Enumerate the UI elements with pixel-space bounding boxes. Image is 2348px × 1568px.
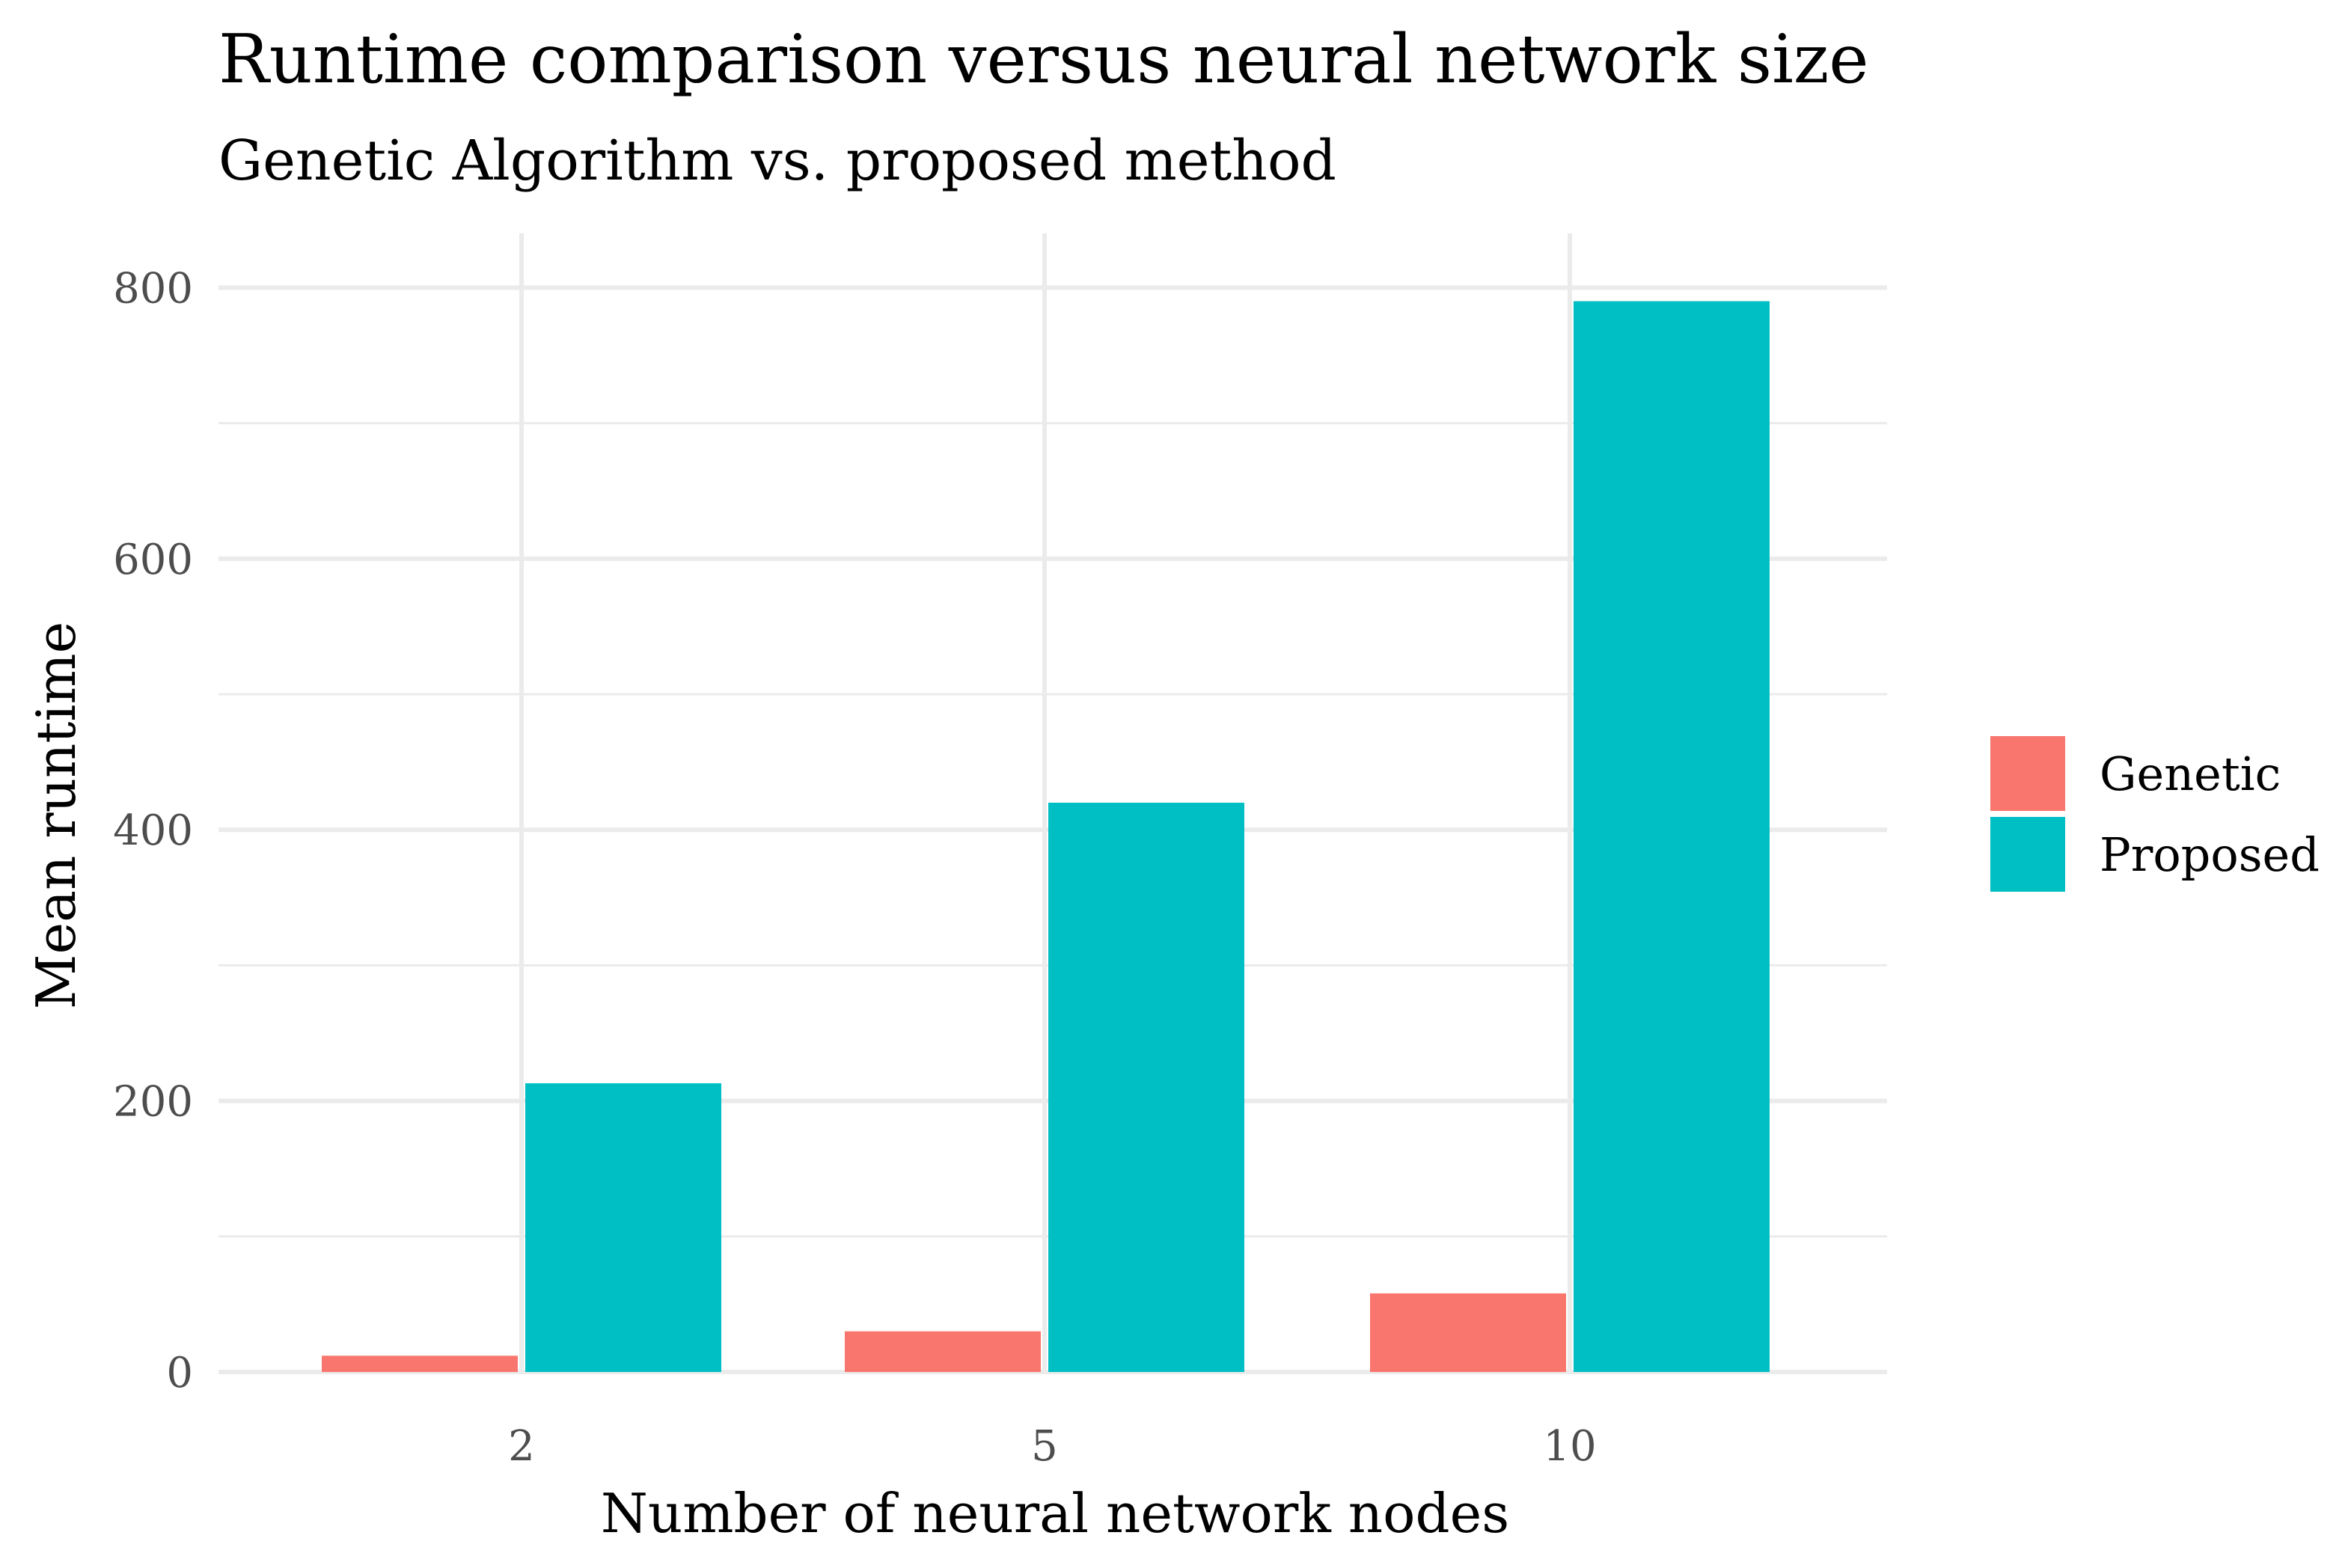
tick-labels: 0 200 400 600 800 2 5 10 <box>113 264 1597 1471</box>
legend-key-genetic <box>1990 736 2065 811</box>
x-tick-label: 5 <box>1031 1422 1058 1471</box>
legend: Genetic Proposed <box>1990 736 2320 892</box>
x-tick-label: 2 <box>508 1422 535 1471</box>
bar-proposed-10 <box>1574 301 1770 1373</box>
bar-proposed-2 <box>525 1083 721 1372</box>
legend-key-proposed <box>1990 817 2065 892</box>
bar-genetic-2 <box>322 1356 518 1372</box>
chart-title: Runtime comparison versus neural network… <box>218 20 1869 99</box>
x-tick-label: 10 <box>1543 1422 1596 1471</box>
x-axis-title: Number of neural network nodes <box>601 1482 1509 1545</box>
bar-proposed-5 <box>1048 803 1244 1372</box>
y-axis-title: Mean runtime <box>25 622 88 1010</box>
chart-subtitle: Genetic Algorithm vs. proposed method <box>218 129 1336 193</box>
bar-genetic-5 <box>845 1331 1041 1372</box>
bar-genetic-10 <box>1370 1293 1566 1372</box>
legend-label-genetic: Genetic <box>2100 747 2281 801</box>
y-tick-label: 400 <box>113 806 193 855</box>
y-tick-label: 600 <box>113 536 193 584</box>
y-tick-label: 200 <box>113 1078 193 1127</box>
bars <box>322 301 1770 1373</box>
y-tick-label: 800 <box>113 264 193 313</box>
y-tick-label: 0 <box>166 1349 193 1397</box>
legend-label-proposed: Proposed <box>2100 827 2320 882</box>
